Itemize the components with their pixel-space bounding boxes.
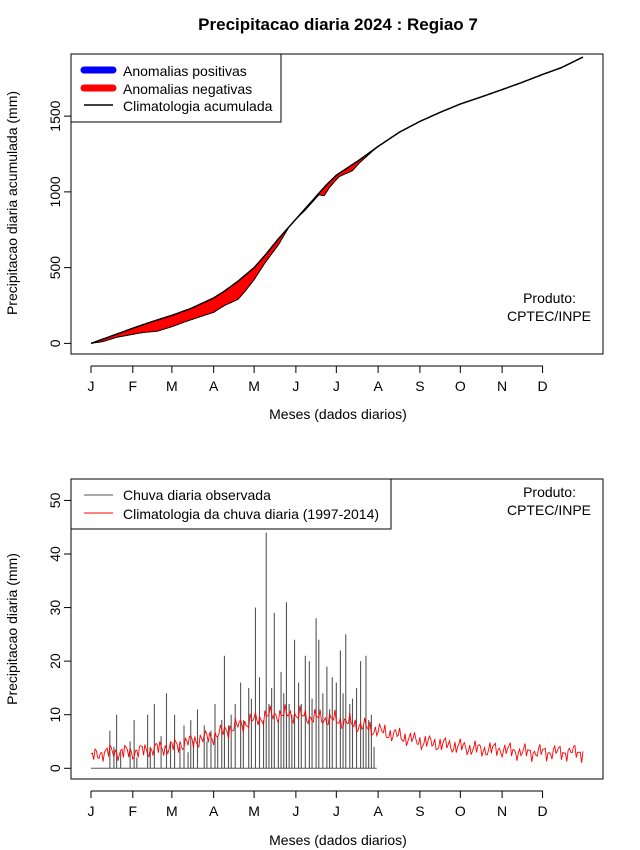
x-tick-label: J [88,803,95,819]
chart-title: Precipitacao diaria 2024 : Regiao 7 [198,15,478,34]
y-tick-label: 500 [47,256,63,280]
x-tick-label: D [537,378,547,394]
y-tick-label: 10 [47,707,63,723]
x-tick-label: M [248,378,260,394]
legend: Anomalias positivas Anomalias negativas … [70,53,282,123]
y-tick-label: 1500 [47,100,63,131]
x-tick-label: F [129,803,138,819]
x-tick-label: D [537,803,547,819]
product-label: Produto: [523,484,576,500]
accumulated-chart: 0 500 1000 1500 J F M A M J J A S O N D Meses (dados d… [4,53,604,422]
y-tick-label: 30 [47,600,63,616]
x-tick-label: M [166,378,178,394]
x-tick-label: F [129,378,138,394]
x-tick-label: O [455,803,466,819]
legend-label-climatology: Climatologia acumulada [123,98,273,114]
product-name: CPTEC/INPE [507,502,591,518]
daily-climatology-line [90,704,584,763]
y-tick-label: 0 [47,764,63,772]
x-axis-title: Meses (dados diarios) [269,406,407,422]
daily-chart: 0 10 20 30 40 50 J F M A M J J A S O N D Meses (dados di… [4,478,604,848]
x-tick-label: N [497,378,507,394]
y-tick-label: 0 [47,339,63,347]
y-axis: 0 10 20 30 40 50 [47,492,72,772]
x-tick-label: J [333,803,340,819]
observed-bars [91,532,377,769]
x-tick-label: A [373,803,383,819]
product-name: CPTEC/INPE [507,308,591,324]
y-tick-label: 40 [47,546,63,562]
x-tick-label: J [333,378,340,394]
legend-box [70,478,392,530]
observed-cumulative-line [90,146,379,344]
daily-climatology-line [90,704,584,763]
legend: Chuva diaria observada Climatologia da c… [70,478,392,530]
y-tick-label: 1000 [47,176,63,207]
x-tick-label: J [292,378,299,394]
cumulative-lines [90,56,584,345]
legend-label-daily-climatology: Climatologia da chuva diaria (1997-2014) [123,506,379,522]
y-axis-title: Precipitacao diaria acumulada (mm) [4,91,20,315]
x-tick-label: M [248,803,260,819]
x-tick-label: A [209,803,219,819]
legend-label-positive: Anomalias positivas [123,63,247,79]
x-tick-label: J [88,378,95,394]
y-axis: 0 500 1000 1500 [47,100,72,347]
legend-label-negative: Anomalias negativas [123,81,252,97]
product-label: Produto: [523,290,576,306]
x-tick-label: M [166,803,178,819]
x-tick-label: S [415,378,424,394]
x-tick-label: N [497,803,507,819]
x-tick-label: A [373,378,383,394]
x-tick-label: A [209,378,219,394]
y-tick-label: 50 [47,492,63,508]
y-axis-title: Precipitacao diaria (mm) [4,553,20,705]
y-tick-label: 20 [47,653,63,669]
x-tick-label: S [415,803,424,819]
climatology-cumulative-line [90,56,584,345]
x-axis-title: Meses (dados diarios) [269,832,407,848]
x-tick-label: J [292,803,299,819]
x-tick-label: O [455,378,466,394]
legend-label-observed: Chuva diaria observada [123,487,271,503]
